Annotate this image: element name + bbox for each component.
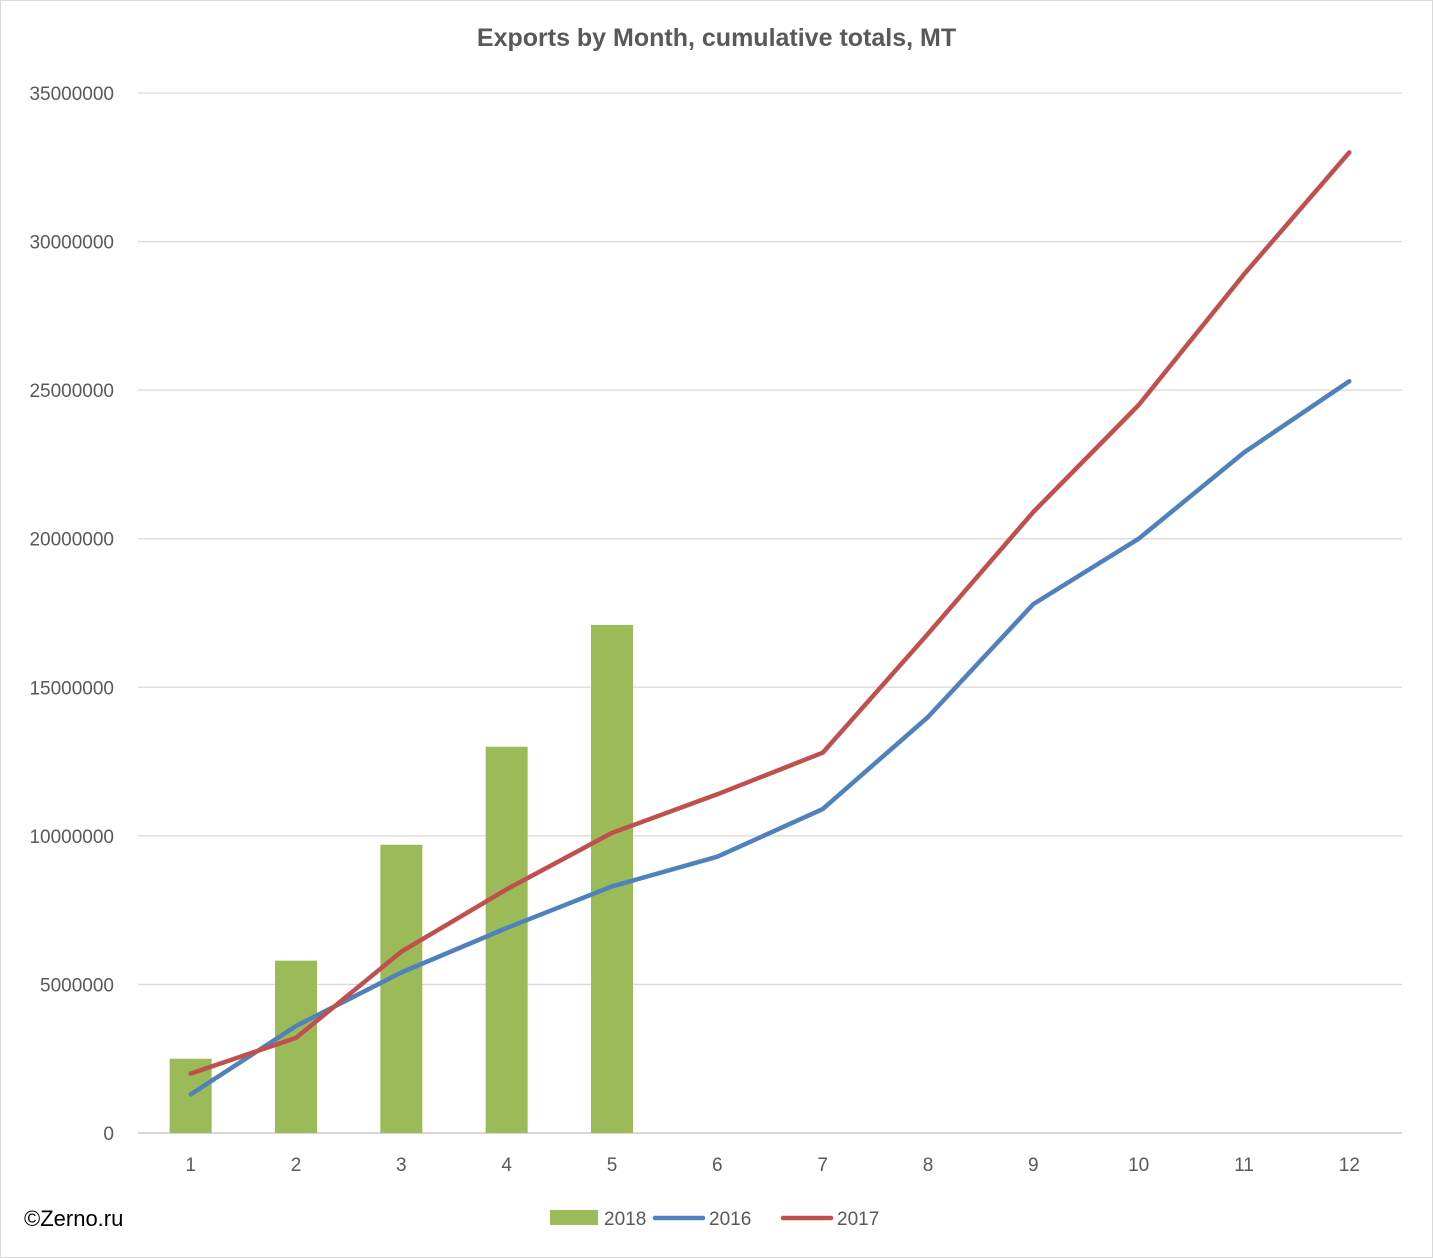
- x-tick-label: 12: [1339, 1155, 1360, 1176]
- x-tick-label: 5: [607, 1155, 618, 1176]
- x-tick-label: 2: [291, 1155, 302, 1176]
- y-tick-label: 15000000: [29, 678, 114, 699]
- x-tick-label: 10: [1128, 1155, 1149, 1176]
- legend-label-2018: 2018: [604, 1209, 646, 1230]
- bar-2018: [485, 746, 528, 1133]
- y-tick-label: 10000000: [29, 827, 114, 848]
- x-tick-label: 9: [1028, 1155, 1039, 1176]
- watermark: ©Zerno.ru: [24, 1206, 124, 1231]
- x-tick-label: 3: [396, 1155, 407, 1176]
- x-tick-label: 1: [185, 1155, 196, 1176]
- line-series-2016: [188, 378, 1352, 1097]
- x-tick-label: 8: [923, 1155, 934, 1176]
- bar-2018: [275, 960, 317, 1133]
- x-tick-label: 11: [1234, 1155, 1254, 1176]
- y-tick-label: 20000000: [29, 530, 114, 551]
- legend-label-2017: 2017: [837, 1209, 879, 1230]
- chart-title: Exports by Month, cumulative totals, MT: [476, 24, 957, 52]
- bar-2018: [591, 624, 633, 1133]
- y-tick-label: 30000000: [29, 233, 114, 254]
- legend-label-2016: 2016: [709, 1209, 751, 1230]
- y-tick-label: 25000000: [29, 381, 114, 402]
- x-tick-label: 6: [712, 1155, 723, 1176]
- line-series-2017: [188, 150, 1352, 1076]
- bar-2018: [380, 844, 423, 1133]
- y-tick-label: 0: [103, 1124, 114, 1145]
- y-tick-label: 35000000: [29, 84, 114, 105]
- x-tick-label: 4: [501, 1155, 512, 1176]
- x-tick-label: 7: [817, 1155, 828, 1176]
- y-tick-label: 5000000: [40, 975, 114, 996]
- legend-swatch-2018: [550, 1210, 598, 1225]
